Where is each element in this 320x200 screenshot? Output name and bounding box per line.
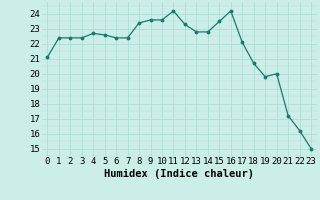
X-axis label: Humidex (Indice chaleur): Humidex (Indice chaleur) [104,169,254,179]
